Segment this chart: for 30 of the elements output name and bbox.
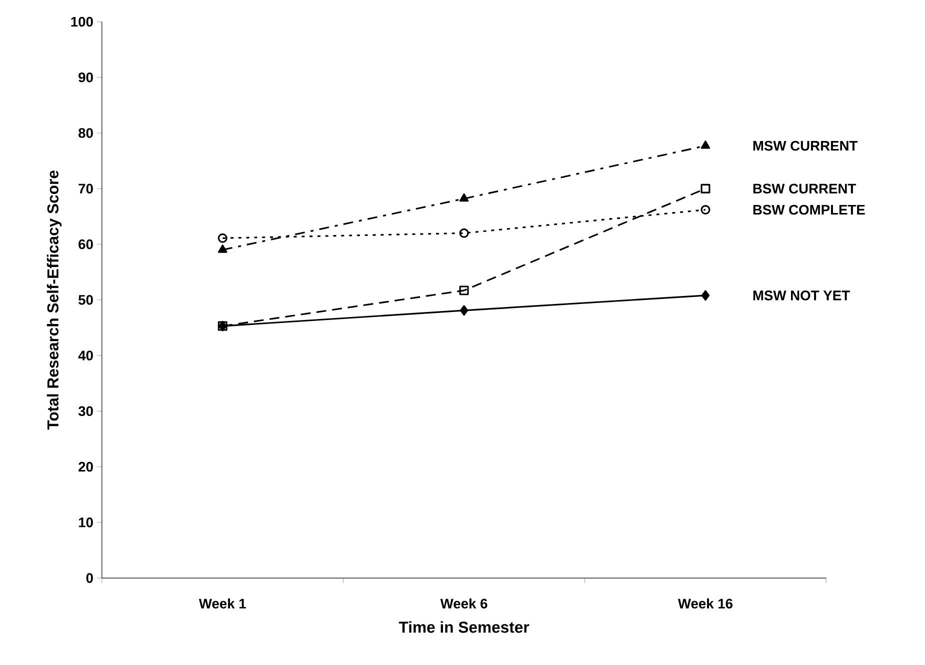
y-tick-label: 70 xyxy=(78,184,93,194)
point xyxy=(701,290,710,301)
y-tick-label: 10 xyxy=(78,518,93,528)
point xyxy=(459,228,469,238)
point xyxy=(700,205,710,215)
point xyxy=(459,193,469,202)
text: BSW CURRENT xyxy=(753,184,856,194)
y-tick-label: 40 xyxy=(78,350,93,360)
y-tick-label: 0 xyxy=(86,573,93,583)
point xyxy=(218,244,228,253)
y-axis-title: Total Research Self-Efficacy Score xyxy=(46,170,62,430)
y-tick-label: 30 xyxy=(78,406,93,416)
y-tick-label: 90 xyxy=(78,72,93,82)
y-tick-label: 100 xyxy=(71,16,93,27)
point xyxy=(700,140,710,149)
y-tick-label: 20 xyxy=(78,462,93,472)
point xyxy=(460,305,468,316)
x-tick-label: Week 6 xyxy=(440,598,488,608)
y-tick-label: 50 xyxy=(78,294,93,305)
x-tick-label: Week 16 xyxy=(678,598,733,608)
point xyxy=(218,233,228,243)
text: MSW CURRENT xyxy=(753,140,858,151)
text: MSW NOT YET xyxy=(753,290,850,300)
x-tick-label: Week 1 xyxy=(198,598,246,608)
text: BSW COMPLETE xyxy=(753,204,865,215)
x-axis-title: Time in Semester xyxy=(398,621,530,633)
point xyxy=(700,184,710,194)
point xyxy=(459,286,469,296)
y-tick-label: 60 xyxy=(78,239,93,250)
y-tick-label: 80 xyxy=(78,128,93,138)
